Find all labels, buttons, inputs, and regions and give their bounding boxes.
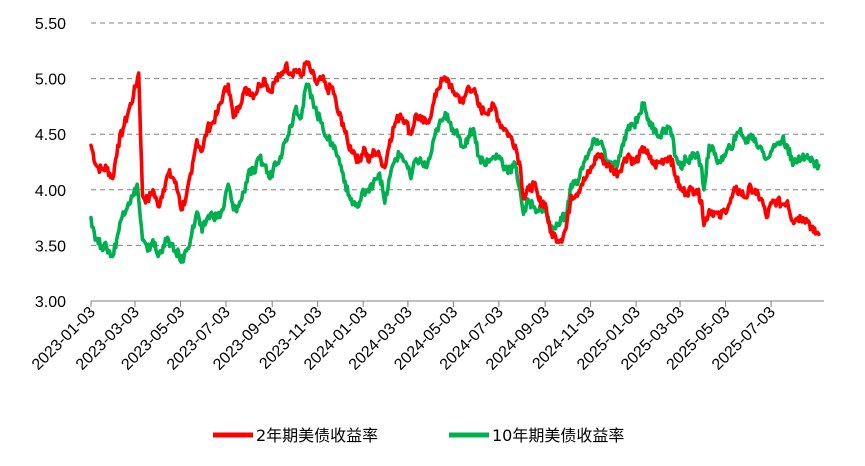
series-layer (89, 60, 821, 264)
y-tick-label: 4.50 (35, 127, 66, 144)
y-tick-label: 3.00 (35, 294, 66, 311)
y-tick-label: 5.50 (35, 16, 66, 33)
y-tick-label: 4.00 (35, 183, 66, 200)
series-line-2y (89, 60, 821, 245)
legend-label-2y: 2年期美债收益率 (256, 426, 378, 445)
legend-label-10y: 10年期美债收益率 (492, 426, 624, 445)
x-axis: 2023-01-032023-03-032023-05-032023-07-03… (29, 300, 824, 374)
y-axis: 3.00 3.50 4.00 4.50 5.00 5.50 (35, 16, 66, 311)
y-tick-label: 3.50 (35, 238, 66, 255)
legend: 2年期美债收益率 10年期美债收益率 (213, 426, 624, 445)
y-tick-label: 5.00 (35, 72, 66, 89)
series-line-10y (89, 82, 821, 264)
